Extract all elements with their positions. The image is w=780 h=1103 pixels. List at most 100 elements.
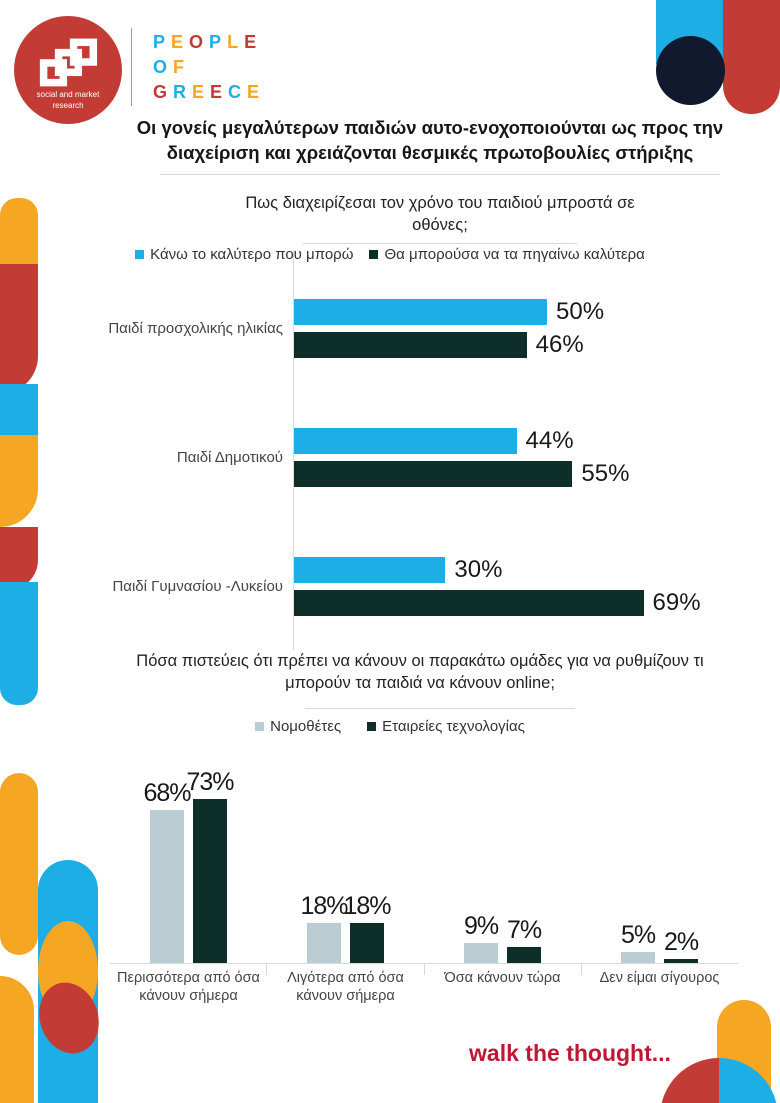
tagline: walk the thought... [469,1040,671,1066]
legend-item: Νομοθέτες [255,718,341,735]
h-bar [293,332,527,358]
v-bar-item: 18% [343,892,392,963]
chart2-tick-cell [580,964,738,975]
page-title: Οι γονείς μεγαλύτερων παιδιών αυτο-ενοχο… [136,117,724,163]
legend-swatch [369,250,379,259]
h-bar-line: 55% [293,460,772,487]
h-bar [293,557,446,583]
wordmark-letter: G [153,82,174,102]
h-bar [293,461,573,487]
v-bar-value: 18% [300,891,348,920]
decor-bottom-left-orange-quarter [0,976,34,1103]
wordmark-letter: E [210,82,229,102]
wordmark-letter: F [173,57,191,77]
h-bar-value: 44% [525,427,574,454]
decor-top-right-red-pill [723,0,780,114]
v-bar-group: 18% 18% [267,892,424,963]
v-bar-group: 9% 7% [424,912,581,963]
v-bar-value: 9% [463,911,499,940]
h-category-label: Παιδί Γυμνασίου -Λυκείου [112,578,283,595]
chart2-axis-bottom: Περισσότερα από όσα κάνουν σήμερα Λιγότερ… [110,964,738,1005]
v-bar [150,810,184,963]
v-bar-value: 5% [620,920,656,949]
decor-strip-orange-segment [0,198,38,264]
legend-item: Θα μπορούσα να τα πηγαίνω καλύτερα [369,246,645,263]
v-bar-item: 2% [663,927,699,963]
h-bar-line: 46% [293,331,772,358]
v-category-label: Δεν είμαι σίγουρος [599,970,720,986]
h-category-label: Παιδί προσχολικής ηλικίας [108,320,283,337]
wordmark-letter: P [209,32,228,52]
chart2-legend: Νομοθέτες Εταιρείες τεχνολογίας [0,718,780,735]
v-bar [664,958,698,963]
wordmark-line: PEOPLE [153,30,265,55]
v-bar-item: 18% [300,892,349,963]
h-bar-value: 50% [556,298,605,325]
wordmark-line: OF [153,55,265,80]
h-bar-line: 69% [293,589,772,616]
screen-time-bar-chart: Παιδί προσχολικής ηλικίας 50% 46% Παιδί Δημ… [8,250,772,651]
v-bar-value: 2% [663,927,699,956]
online-regulation-bar-chart: 68% 73% 18% 18% 9% 7% 5% 2% Περισσότερα από όσα … [110,768,738,1005]
v-category-label: Περισσότερα από όσα κάνουν σήμερα [117,970,260,1005]
h-bar [293,428,517,454]
h-bar-value: 69% [652,589,701,616]
decor-strip-red-segment [0,264,38,394]
v-bar-item: 68% [143,779,192,963]
ged-logo: social and market research [14,16,122,124]
legend-label: Νομοθέτες [270,718,342,735]
wordmark-letter: L [227,32,245,52]
decor-strip-blue-segment [0,582,38,705]
v-bar [621,951,655,963]
decor-bottom-left-orange-pill [0,773,38,955]
wordmark-letter: E [247,82,266,102]
chart2-tick-cell [266,964,423,975]
title-underline [160,174,720,175]
h-bar-line: 30% [293,556,772,583]
v-bar [193,798,227,963]
v-bar-item: 73% [186,768,235,963]
logo-subtext: social and market research [36,90,100,110]
chart2-tick-row [110,964,738,975]
chart2-tick-cell [110,964,266,975]
h-bar [293,299,547,325]
legend-item: Εταιρείες τεχνολογίας [367,718,525,735]
wordmark-letter: R [173,82,193,102]
brand-wordmark: PEOPLE OF GREECE [153,30,265,105]
v-bar [464,942,498,963]
wordmark-letter: O [189,32,210,52]
v-bar [507,947,541,963]
h-bar [293,590,644,616]
h-bar-pair: 30% 69% [293,556,772,616]
h-bar-value: 55% [581,460,630,487]
h-bar-pair: 50% 46% [293,298,772,358]
chart1-row: Παιδί Γυμνασίου -Λυκείου 30% 69% [8,522,772,651]
wordmark-letter: E [192,82,211,102]
decor-top-right-navy-circle [656,36,725,105]
ged-logo-glyph [39,38,98,87]
legend-label: Κάνω το καλύτερο που μπορώ [150,246,354,263]
v-bar-value: 18% [343,891,391,920]
v-category-label: Όσα κάνουν τώρα [444,970,561,986]
wordmark-letter: C [228,82,248,102]
v-bar-group: 68% 73% [110,768,267,963]
legend-swatch [367,722,377,731]
header-divider [131,28,132,106]
chart1-question: Πως διαχειρίζεσαι τον χρόνο του παιδιού … [245,194,635,235]
legend-label: Εταιρείες τεχνολογίας [382,718,525,735]
legend-swatch [135,250,145,259]
chart1-row: Παιδί προσχολικής ηλικίας 50% 46% [8,264,772,393]
wordmark-line: GREECE [153,80,265,105]
chart1-legend: Κάνω το καλύτερο που μπορώ Θα μπορούσα να… [0,246,780,263]
h-bar-pair: 44% 55% [293,427,772,487]
chart2-plot-area: 68% 73% 18% 18% 9% 7% 5% 2% [110,768,738,963]
chart1-axis-line [293,250,294,650]
h-bar-value: 46% [535,331,584,358]
legend-swatch [255,722,265,731]
v-bar-group: 5% 2% [581,921,738,963]
v-bar-value: 7% [506,916,542,945]
chart1-row: Παιδί Δημοτικού 44% 55% [8,393,772,522]
h-bar-line: 44% [293,427,772,454]
wordmark-letter: E [244,32,263,52]
